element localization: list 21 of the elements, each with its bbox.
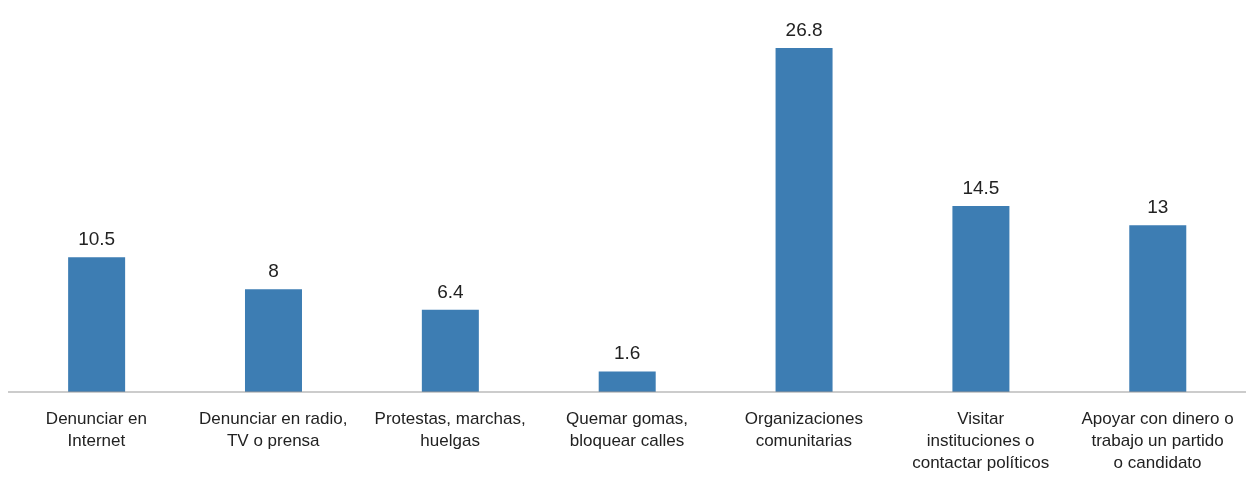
bar [1129, 225, 1187, 392]
x-tick-label: Organizaciones comunitarias [744, 409, 863, 450]
data-label: 26.8 [785, 19, 823, 40]
x-tick-label: Quemar gomas, bloquear calles [566, 409, 688, 450]
bar [244, 289, 302, 392]
data-label: 8 [268, 260, 279, 282]
x-tick-label: Visitar instituciones o contactar políticos [912, 409, 1050, 472]
x-tick-label: Denunciar en radio, TV o prensa [199, 409, 348, 450]
bar [952, 205, 1010, 392]
bar [68, 257, 126, 392]
x-tick-label: Apoyar con dinero o trabajo un partido o candidato [1081, 409, 1234, 472]
x-tick-label: Protestas, marchas, huelgas [374, 409, 526, 450]
x-tick-label: Denunciar en Internet [45, 409, 147, 450]
bar [421, 309, 479, 392]
data-label: 10.5 [78, 228, 116, 250]
data-label: 6.4 [437, 280, 464, 302]
data-label: 13 [1147, 196, 1169, 218]
data-label: 14.5 [962, 176, 1000, 198]
bar [775, 48, 833, 392]
bar [598, 371, 656, 392]
data-label: 1.6 [613, 342, 641, 364]
